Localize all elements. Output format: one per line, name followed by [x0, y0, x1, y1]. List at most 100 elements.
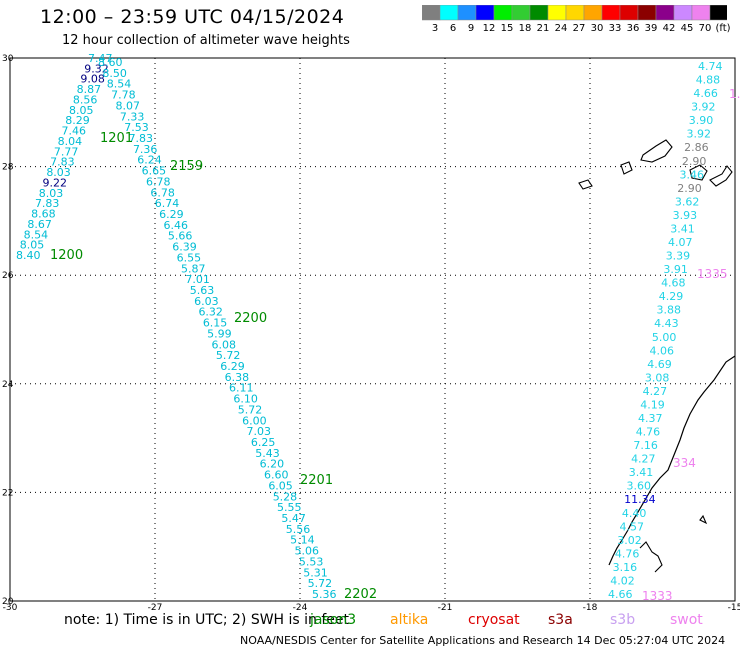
wave-height-value: 3.92	[686, 128, 711, 141]
sat-s3a-label: s3a	[548, 612, 573, 628]
colorbar-tick-label: 15	[501, 23, 514, 34]
wave-height-value: 5.72	[238, 403, 263, 416]
wave-height-value: 3.92	[691, 101, 716, 114]
wave-height-value: 8.67	[27, 218, 52, 231]
wave-height-value: 3.02	[617, 534, 642, 547]
map-frame	[9, 57, 736, 602]
time-labels: 1200 1201 2159 2200 2201 2202 1. 1335 334 1333	[50, 87, 740, 603]
wave-height-value: 4.43	[654, 317, 679, 330]
wave-height-value: 7.01	[185, 273, 210, 286]
wave-height-value: 5.99	[207, 327, 232, 340]
wave-height-value: 2.90	[682, 155, 707, 168]
wave-height-value: 6.29	[220, 360, 245, 373]
wave-height-value: 4.76	[636, 426, 661, 439]
wave-height-value: 7.78	[111, 89, 136, 102]
sat-cryosat-label: cryosat	[468, 612, 520, 628]
x-tick-label: -27	[148, 603, 163, 612]
wave-height-value: 6.38	[225, 371, 250, 384]
wave-height-value: 7.47	[88, 52, 113, 65]
wave-height-value: 4.57	[620, 520, 645, 533]
colorbar-tick-label: 45	[681, 23, 694, 34]
wave-height-value: 3.16	[613, 561, 638, 574]
wave-height-value: 5.72	[308, 577, 333, 590]
wave-height-value: 4.27	[643, 385, 668, 398]
wave-height-value: 2.90	[677, 182, 702, 195]
wave-height-value: 11.34	[624, 493, 656, 506]
time-label: 2159	[170, 159, 203, 174]
colorbar-tick-label: 27	[573, 23, 586, 34]
la-gomera-island	[620, 161, 633, 175]
time-label: 2202	[344, 587, 377, 602]
wave-height-value: 8.03	[46, 166, 71, 179]
wave-height-value: 4.76	[615, 547, 640, 560]
wave-height-value: 5.14	[290, 534, 315, 547]
wave-height-value: 5.55	[277, 501, 302, 514]
africa-coastline	[608, 355, 736, 566]
colorbar-tick-label: 24	[555, 23, 568, 34]
small-islet	[699, 514, 708, 525]
wave-height-value: 4.66	[608, 588, 633, 601]
map-title: 12:00 – 23:59 UTC 04/15/2024	[40, 6, 345, 28]
wave-height-value: 3.88	[656, 304, 681, 317]
wave-height-value: 4.37	[638, 412, 663, 425]
y-tick-label: 28	[2, 163, 14, 173]
sat-jason3-label: jason3	[310, 612, 357, 628]
note-text: note: 1) Time is in UTC; 2) SWH is in fe…	[64, 612, 350, 628]
altimeter-track-east: 4.744.884.663.923.903.922.862.903.462.90…	[608, 60, 723, 601]
coastlines	[578, 139, 736, 573]
wave-height-value: 7.83	[50, 156, 75, 169]
wave-height-value: 6.03	[194, 295, 219, 308]
wave-height-value: 8.40	[16, 249, 41, 262]
y-tick-label: 24	[2, 380, 14, 390]
wave-height-value: 6.55	[177, 251, 202, 264]
wave-height-value: 4.74	[698, 60, 723, 73]
time-label: 2200	[234, 311, 267, 326]
wave-height-value: 6.05	[268, 479, 293, 492]
wave-height-value: 7.53	[124, 121, 148, 134]
wave-height-value: 5.66	[168, 230, 193, 243]
map-subtitle: 12 hour collection of altimeter wave hei…	[62, 33, 350, 48]
y-tick-label: 20	[2, 597, 14, 607]
wave-height-value: 8.60	[98, 56, 123, 69]
wave-height-value: 4.69	[647, 358, 672, 371]
wave-height-value: 8.05	[20, 239, 45, 252]
sat-altika-label: altika	[390, 612, 429, 628]
wave-height-value: 6.32	[198, 306, 223, 319]
wave-height-value: 7.03	[246, 425, 271, 438]
wave-height-value: 8.68	[31, 208, 56, 221]
colorbar-tick-label: 18	[519, 23, 532, 34]
wave-height-value: 3.91	[663, 263, 688, 276]
canary-island-1	[709, 165, 733, 187]
time-label: 1201	[100, 131, 133, 146]
note-row: note: 1) Time is in UTC; 2) SWH is in fe…	[0, 612, 740, 632]
wave-height-value: 3.90	[689, 114, 714, 127]
tenerife-island	[640, 139, 673, 163]
wave-height-value: 6.78	[146, 175, 171, 188]
colorbar-swatch	[709, 5, 727, 21]
x-tick-label: -15	[728, 603, 740, 612]
y-tick-label: 26	[2, 271, 14, 281]
colorbar-tick-label: 3	[432, 23, 438, 34]
x-tick-label: -30	[3, 603, 18, 612]
wave-height-value: 2.86	[684, 141, 709, 154]
colorbar-tick-label: 36	[627, 23, 640, 34]
wave-height-value: 4.88	[696, 74, 721, 87]
jason3-track-west: 8.408.058.548.678.687.838.039.228.037.83…	[16, 52, 337, 601]
wave-height-value: 6.74	[155, 197, 180, 210]
wave-height-value: 9.08	[80, 73, 105, 86]
wave-height-value: 7.77	[54, 145, 79, 158]
wave-height-value: 6.08	[212, 338, 237, 351]
wave-height-value: 3.41	[629, 466, 654, 479]
wave-height-value: 4.29	[659, 290, 684, 303]
wave-height-value: 6.00	[242, 414, 266, 427]
colorbar-tick-label: 6	[450, 23, 456, 34]
wave-height-value: 3.41	[670, 222, 695, 235]
wave-height-value: 3.93	[673, 209, 698, 222]
wave-height-value: 4.68	[661, 277, 686, 290]
wave-height-value: 5.87	[181, 262, 206, 275]
wave-height-value: 6.15	[203, 317, 228, 330]
sat-s3b-label: s3b	[610, 612, 636, 628]
axis-labels: -30 -27 -24 -21 -18 -15 30 28 26 24 22 20	[2, 54, 740, 612]
wave-height-value: 4.07	[668, 236, 693, 249]
